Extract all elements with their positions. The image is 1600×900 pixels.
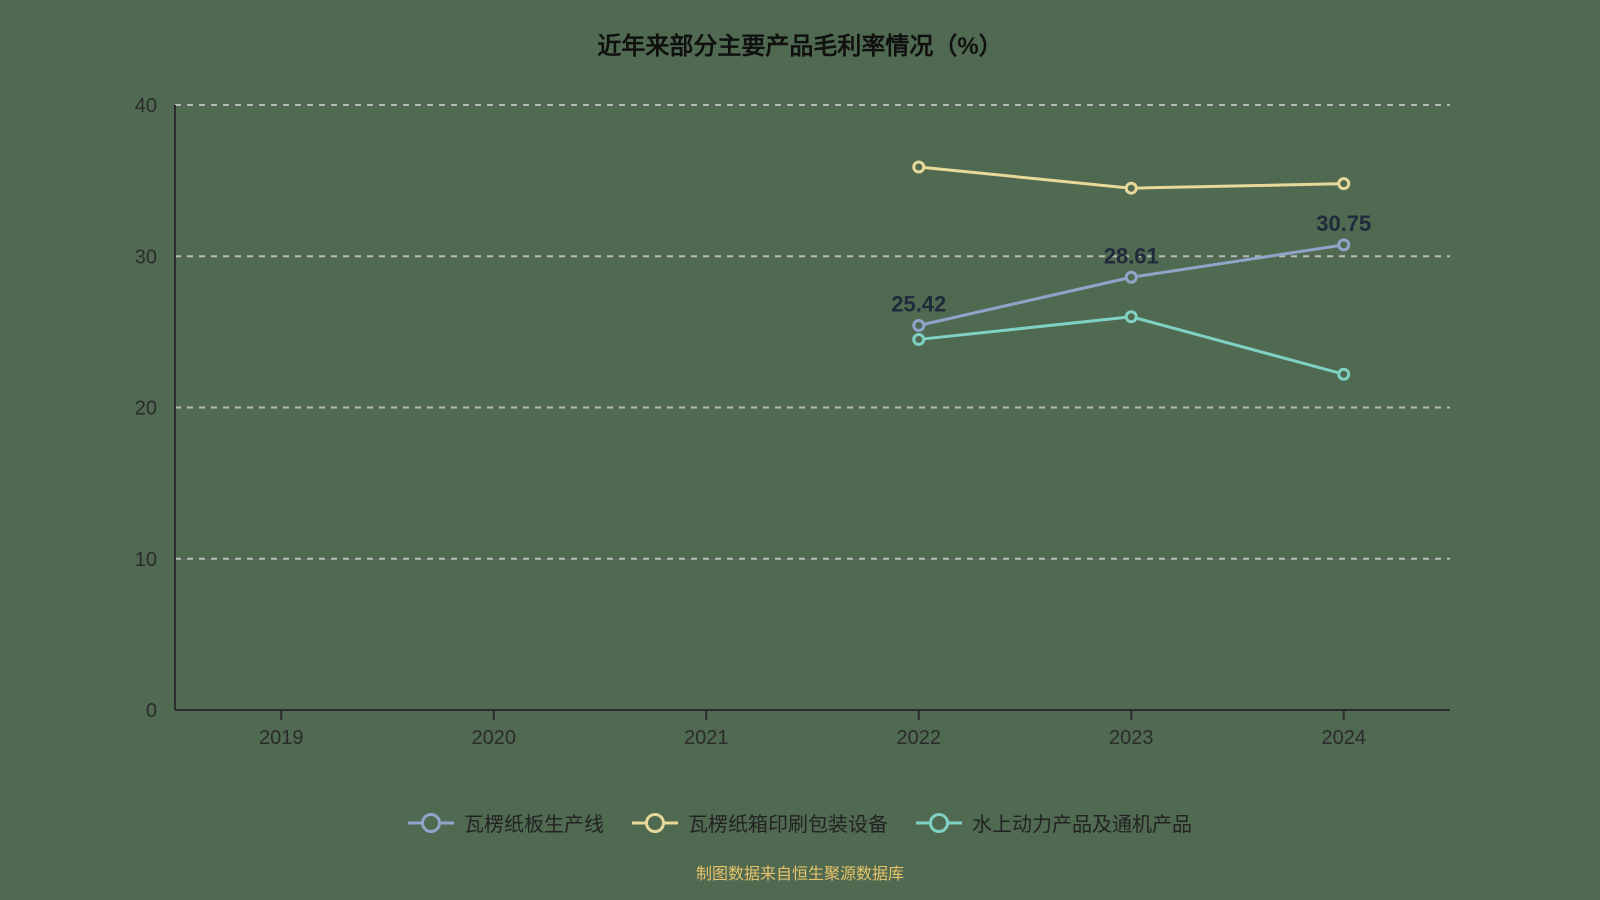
legend: 瓦楞纸板生产线 瓦楞纸箱印刷包装设备 水上动力产品及通机产品 — [0, 808, 1600, 837]
series-marker — [1126, 272, 1136, 282]
legend-item: 水上动力产品及通机产品 — [916, 808, 1192, 837]
legend-item: 瓦楞纸板生产线 — [408, 808, 604, 837]
series-marker — [1339, 369, 1349, 379]
series-marker — [914, 334, 924, 344]
series-line — [919, 317, 1344, 374]
y-tick-label: 0 — [146, 700, 157, 722]
series-marker — [1339, 179, 1349, 189]
data-label: 30.75 — [1316, 211, 1371, 236]
x-tick-label: 2019 — [259, 727, 304, 749]
source-note: 制图数据来自恒生聚源数据库 — [0, 860, 1600, 884]
series-marker — [1126, 312, 1136, 322]
line-chart: 0 10 20 30 40 2019 2020 2021 2022 2023 2024 25.42 28… — [0, 0, 1600, 900]
data-label: 25.42 — [891, 292, 946, 317]
legend-label: 瓦楞纸板生产线 — [464, 808, 604, 837]
x-tick-label: 2024 — [1322, 727, 1367, 749]
legend-label: 瓦楞纸箱印刷包装设备 — [688, 808, 888, 837]
y-tick-label: 40 — [135, 95, 157, 117]
data-label: 28.61 — [1104, 243, 1159, 268]
x-tick-label: 2023 — [1109, 727, 1154, 749]
y-tick-label: 10 — [135, 549, 157, 571]
y-tick-label: 30 — [135, 246, 157, 268]
x-tick-label: 2020 — [472, 727, 517, 749]
x-tick-label: 2021 — [684, 727, 729, 749]
y-tick-label: 20 — [135, 398, 157, 420]
series-marker — [914, 162, 924, 172]
series-marker — [1126, 183, 1136, 193]
series-marker — [1339, 240, 1349, 250]
legend-item: 瓦楞纸箱印刷包装设备 — [632, 808, 888, 837]
legend-label: 水上动力产品及通机产品 — [972, 808, 1192, 837]
series-marker — [914, 321, 924, 331]
x-tick-label: 2022 — [897, 727, 942, 749]
